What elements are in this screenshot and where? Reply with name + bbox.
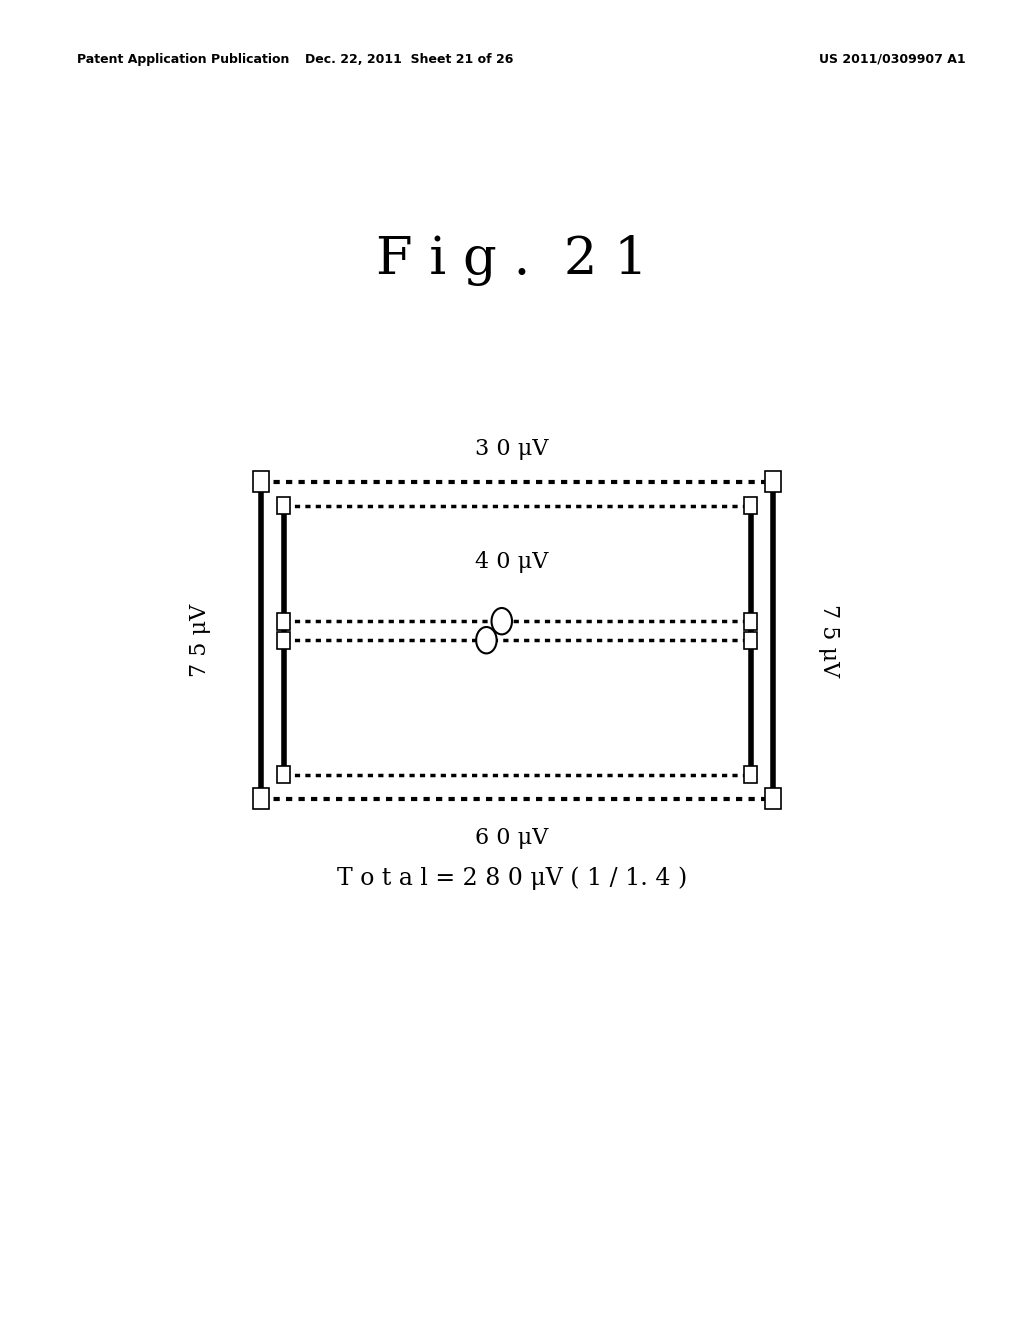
Text: T o t a l = 2 8 0 μV ( 1 / 1. 4 ): T o t a l = 2 8 0 μV ( 1 / 1. 4 ) bbox=[337, 866, 687, 890]
Text: 4 0 μV: 4 0 μV bbox=[475, 550, 549, 573]
Text: 7 5 μV: 7 5 μV bbox=[818, 603, 841, 677]
Bar bbox=[276, 632, 291, 648]
Text: 6 0 μV: 6 0 μV bbox=[475, 828, 549, 849]
Bar bbox=[765, 788, 781, 809]
Circle shape bbox=[492, 609, 512, 635]
Bar bbox=[276, 498, 291, 513]
Bar bbox=[253, 788, 269, 809]
Text: 7 5 μV: 7 5 μV bbox=[188, 603, 211, 677]
Text: US 2011/0309907 A1: US 2011/0309907 A1 bbox=[819, 53, 966, 66]
Text: Dec. 22, 2011  Sheet 21 of 26: Dec. 22, 2011 Sheet 21 of 26 bbox=[305, 53, 514, 66]
Bar bbox=[276, 612, 291, 630]
Text: Patent Application Publication: Patent Application Publication bbox=[77, 53, 289, 66]
Bar bbox=[253, 471, 269, 492]
Text: F i g .  2 1: F i g . 2 1 bbox=[376, 235, 648, 285]
Bar bbox=[743, 612, 758, 630]
Circle shape bbox=[476, 627, 497, 653]
Bar bbox=[743, 766, 758, 783]
Bar bbox=[743, 498, 758, 513]
Bar bbox=[743, 632, 758, 648]
Bar bbox=[276, 766, 291, 783]
Text: 3 0 μV: 3 0 μV bbox=[475, 438, 549, 459]
Bar bbox=[765, 471, 781, 492]
